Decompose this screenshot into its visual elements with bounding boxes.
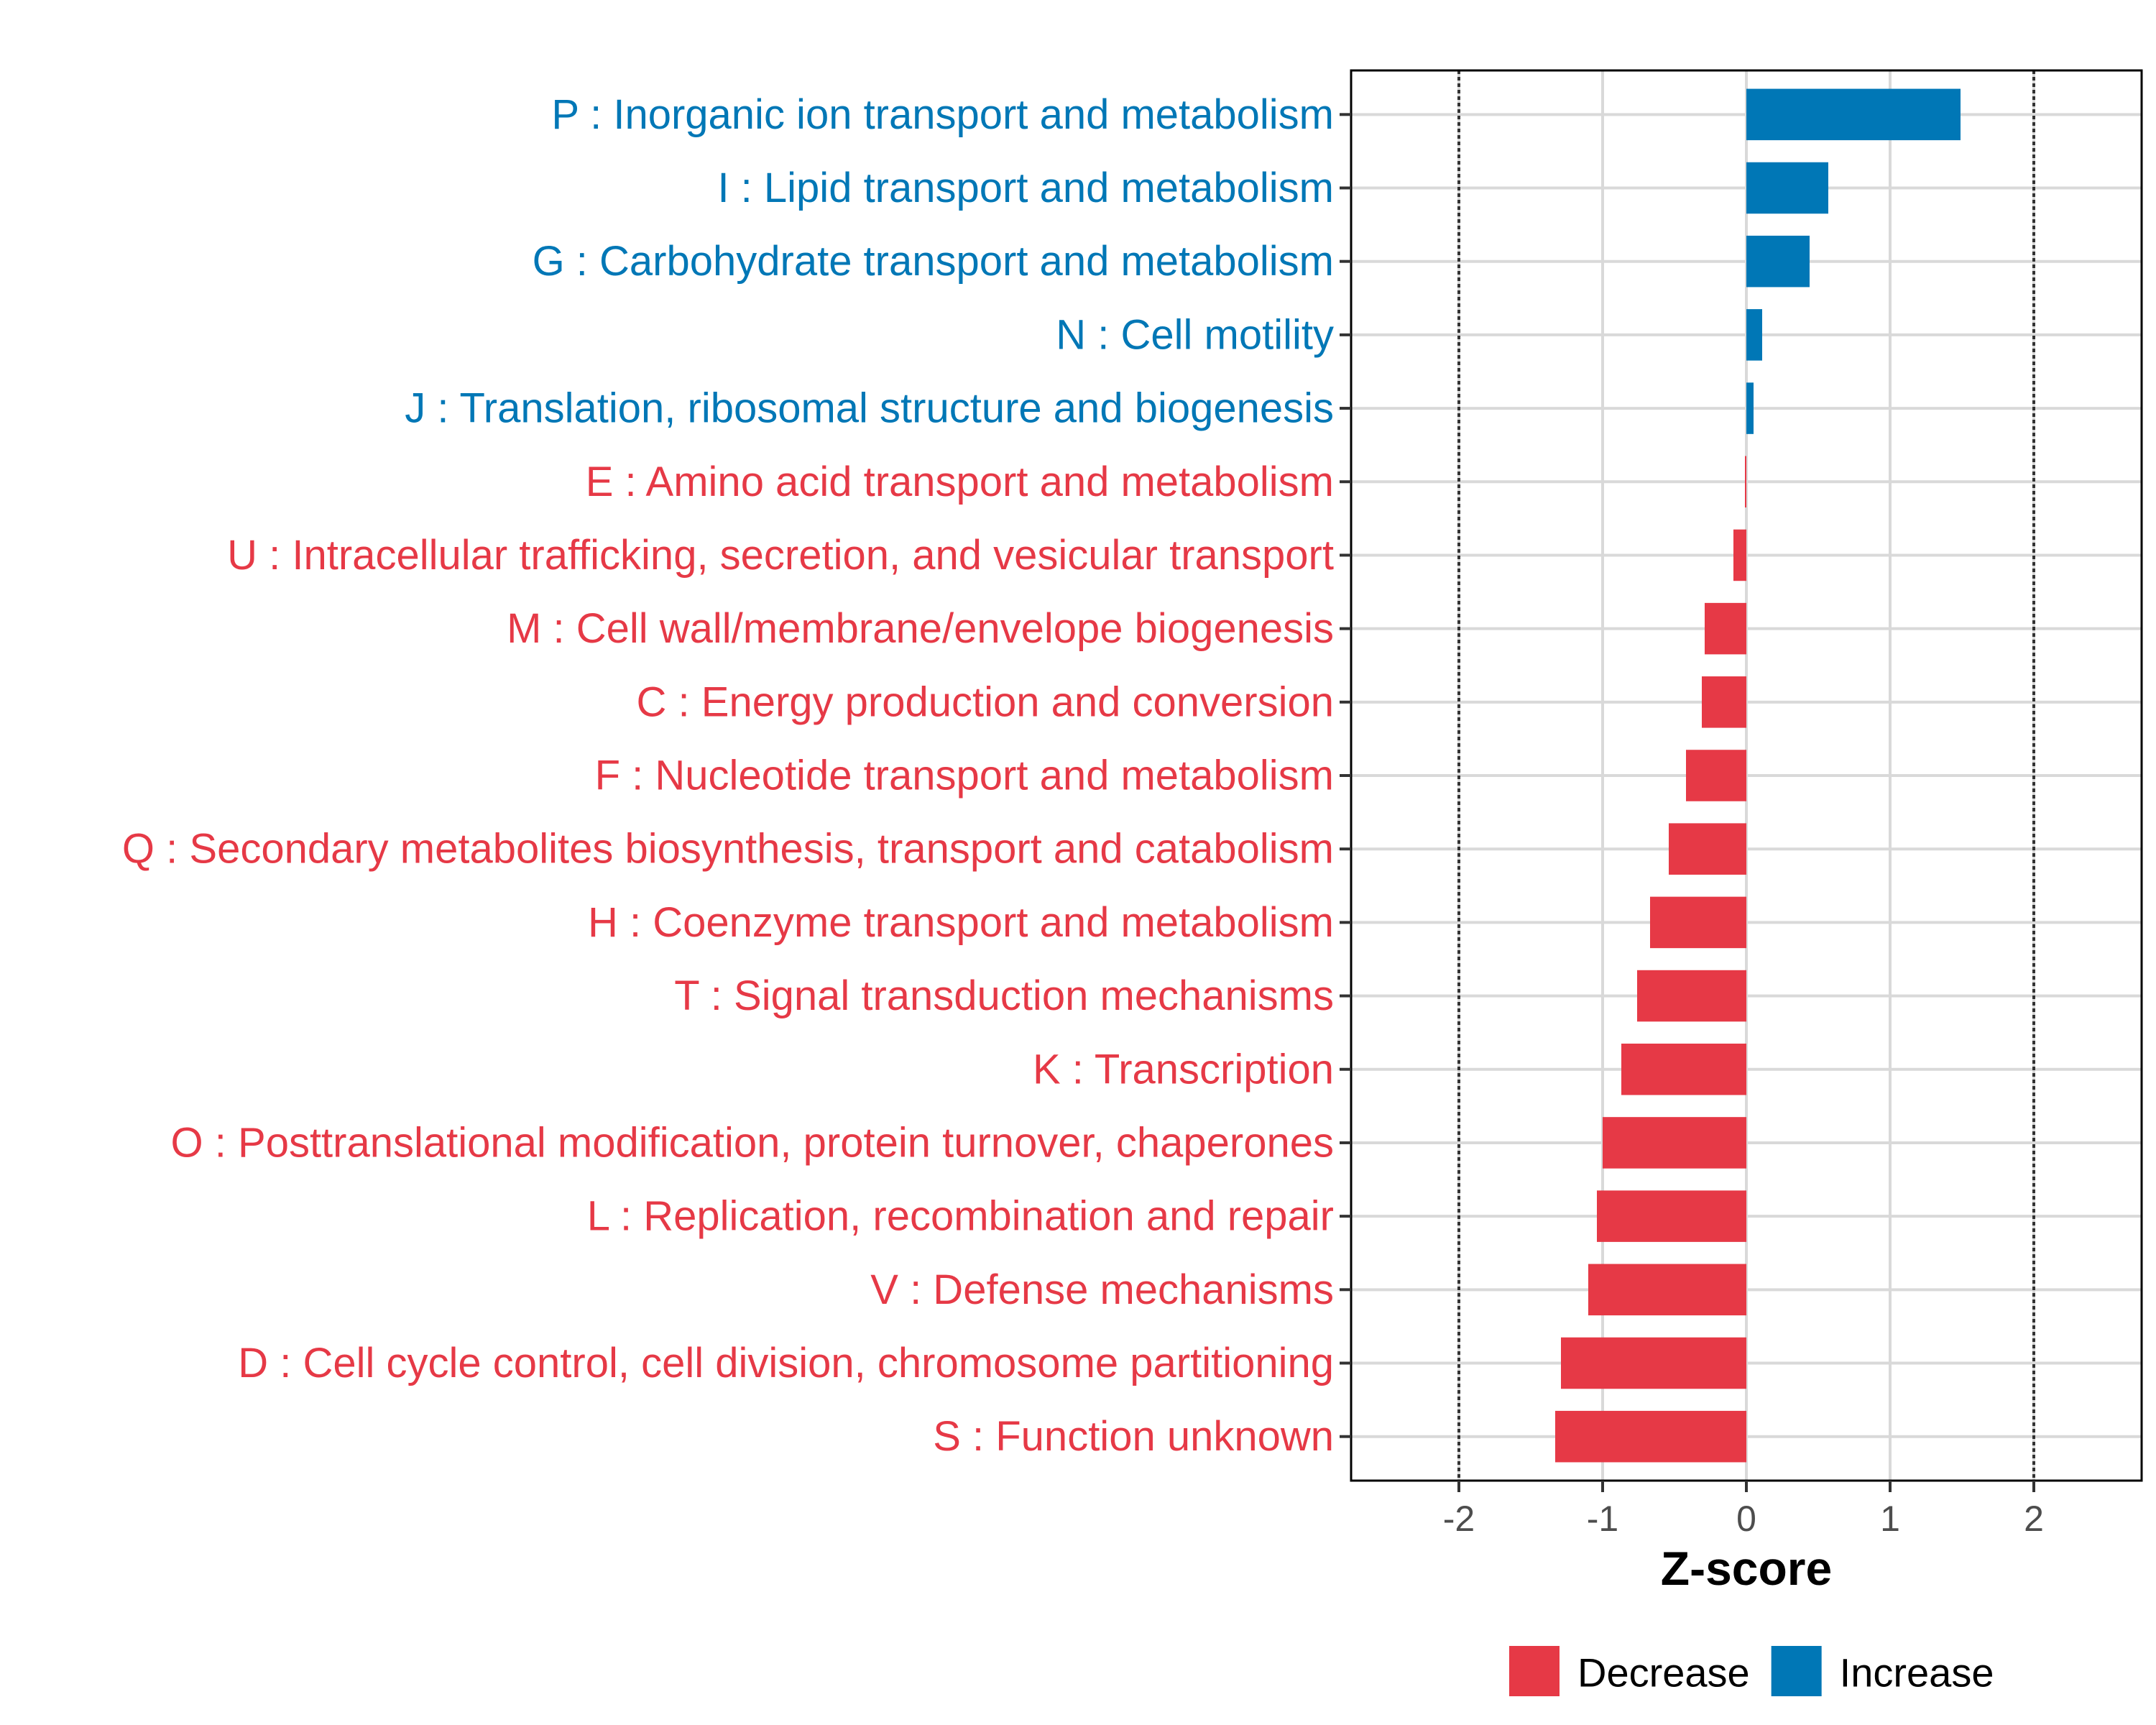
x-tick-label: 1 xyxy=(1880,1499,1900,1539)
x-axis-title: Z-score xyxy=(1661,1542,1832,1595)
x-tick-label: 2 xyxy=(2024,1499,2044,1539)
bar xyxy=(1597,1190,1746,1242)
y-tick-label: S : Function unknown xyxy=(933,1413,1334,1460)
y-tick-label: L : Replication, recombination and repai… xyxy=(587,1193,1334,1240)
bar xyxy=(1702,676,1746,728)
bar xyxy=(1745,456,1746,508)
bar xyxy=(1561,1337,1746,1389)
y-tick-label: J : Translation, ribosomal structure and… xyxy=(405,385,1334,432)
y-tick-label: C : Energy production and conversion xyxy=(637,678,1334,725)
x-axis-ticks: -2 -1 0 1 2 xyxy=(1443,1481,2044,1539)
bar xyxy=(1588,1264,1746,1316)
y-tick-label: O : Posttranslational modification, prot… xyxy=(171,1119,1334,1166)
bar xyxy=(1746,309,1762,361)
y-tick-label: U : Intracellular trafficking, secretion… xyxy=(227,532,1334,579)
bar xyxy=(1733,529,1746,581)
bar xyxy=(1746,382,1754,434)
bar xyxy=(1746,88,1961,141)
y-tick-label: P : Inorganic ion transport and metaboli… xyxy=(551,91,1334,138)
bars xyxy=(1555,88,1961,1463)
y-tick-label: K : Transcription xyxy=(1033,1046,1334,1092)
legend-key-swatch xyxy=(1771,1646,1822,1696)
y-tick-label: M : Cell wall/membrane/envelope biogenes… xyxy=(507,605,1334,652)
reference-lines xyxy=(1457,70,2035,1481)
y-tick-label: F : Nucleotide transport and metabolism xyxy=(595,753,1334,799)
bar xyxy=(1637,970,1746,1022)
bar xyxy=(1621,1043,1746,1095)
bar xyxy=(1603,1117,1746,1169)
y-axis-ticks: P : Inorganic ion transport and metaboli… xyxy=(122,91,1351,1460)
legend-label: Decrease xyxy=(1577,1650,1750,1696)
bar xyxy=(1650,896,1746,949)
y-tick-label: T : Signal transduction mechanisms xyxy=(674,972,1334,1019)
y-tick-label: N : Cell motility xyxy=(1056,311,1334,358)
bar xyxy=(1705,602,1746,655)
bar xyxy=(1746,162,1828,214)
bar xyxy=(1555,1410,1746,1463)
bar xyxy=(1669,823,1746,875)
y-tick-label: I : Lipid transport and metabolism xyxy=(717,165,1334,211)
legend: Decrease Increase xyxy=(1509,1646,1994,1696)
y-tick-label: D : Cell cycle control, cell division, c… xyxy=(238,1340,1334,1386)
y-tick-label: G : Carbohydrate transport and metabolis… xyxy=(533,238,1334,285)
x-tick-label: -1 xyxy=(1587,1499,1618,1539)
legend-key-swatch xyxy=(1509,1646,1560,1696)
y-tick-label: Q : Secondary metabolites biosynthesis, … xyxy=(122,826,1334,873)
legend-label: Increase xyxy=(1840,1650,1994,1696)
y-tick-label: H : Coenzyme transport and metabolism xyxy=(588,899,1334,946)
bar xyxy=(1686,750,1746,801)
bar xyxy=(1746,235,1810,288)
y-tick-label: V : Defense mechanisms xyxy=(870,1266,1334,1313)
x-tick-label: 0 xyxy=(1736,1499,1756,1539)
x-tick-label: -2 xyxy=(1443,1499,1475,1539)
y-tick-label: E : Amino acid transport and metabolism xyxy=(586,459,1334,505)
